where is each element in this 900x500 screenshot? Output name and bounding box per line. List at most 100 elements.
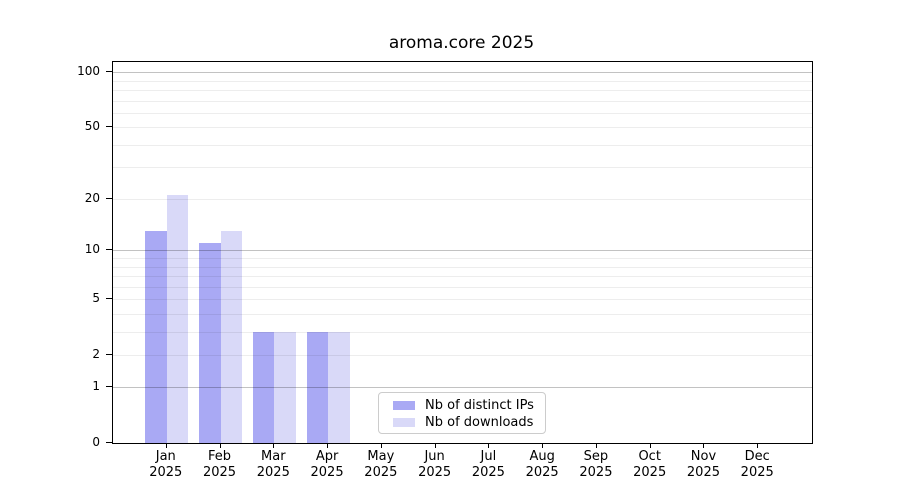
gridline-10	[113, 250, 812, 252]
x-tick-label-apr: Apr 2025	[295, 449, 359, 481]
bar-downloads-feb	[220, 231, 243, 443]
chart-title: aroma.core 2025	[388, 33, 535, 53]
x-tick-label-nov: Nov 2025	[671, 449, 735, 481]
bar-distinct-ips-mar	[252, 331, 275, 443]
bar-downloads-apr	[328, 331, 350, 443]
y-tick-20	[106, 197, 112, 199]
x-tick-apr	[327, 443, 329, 448]
x-tick-year-apr: 2025	[310, 465, 344, 480]
x-tick-sep	[595, 443, 597, 448]
y-tick-label-50: 50	[84, 119, 100, 134]
x-tick-jul	[488, 443, 490, 448]
x-tick-year-may: 2025	[364, 465, 398, 480]
x-tick-year-jul: 2025	[471, 465, 505, 480]
x-tick-label-may: May 2025	[349, 449, 413, 481]
legend-item-distinct-ips: Nb of distinct IPs	[393, 397, 545, 414]
x-tick-year-oct: 2025	[633, 465, 667, 480]
x-tick-month-sep: Sep	[583, 449, 609, 464]
x-tick-label-feb: Feb 2025	[188, 449, 252, 481]
x-tick-year-mar: 2025	[256, 465, 290, 480]
y-tick-0	[106, 442, 112, 443]
x-tick-mar	[273, 443, 275, 448]
y-tick-label-0: 0	[92, 435, 100, 449]
y-tick-100	[106, 71, 112, 73]
x-tick-year-aug: 2025	[525, 465, 559, 480]
x-tick-label-jul: Jul 2025	[456, 449, 520, 481]
x-tick-label-sep: Sep 2025	[564, 449, 628, 481]
gridline-7	[113, 276, 812, 278]
legend-swatch-distinct-ips	[393, 401, 415, 410]
legend-label-downloads: Nb of downloads	[425, 415, 534, 430]
plot-area	[112, 61, 813, 444]
y-tick-label-100: 100	[77, 64, 100, 79]
gridline-9	[113, 258, 812, 260]
x-tick-dec	[757, 443, 759, 448]
x-tick-jun	[434, 443, 436, 448]
legend-item-downloads: Nb of downloads	[393, 414, 545, 431]
x-tick-label-aug: Aug 2025	[510, 449, 574, 481]
gridline-4	[113, 313, 812, 315]
x-tick-year-nov: 2025	[686, 465, 720, 480]
x-tick-year-feb: 2025	[202, 465, 237, 480]
legend-label-distinct-ips: Nb of distinct IPs	[425, 398, 534, 413]
x-tick-aug	[542, 443, 544, 448]
x-tick-year-dec: 2025	[740, 465, 774, 480]
bar-distinct-ips-feb	[199, 243, 221, 443]
y-tick-label-1: 1	[92, 379, 100, 394]
x-tick-month-jul: Jul	[480, 449, 497, 464]
bar-downloads-jan	[166, 194, 189, 443]
x-tick-year-jan: 2025	[149, 465, 183, 480]
gridline-100	[113, 72, 812, 74]
x-tick-oct	[649, 443, 651, 448]
y-tick-50	[106, 126, 112, 128]
x-tick-month-may: May	[367, 449, 395, 464]
x-tick-year-sep: 2025	[579, 465, 613, 480]
x-tick-label-dec: Dec 2025	[725, 449, 789, 481]
legend: Nb of distinct IPs Nb of downloads	[378, 392, 546, 434]
gridline-1	[113, 387, 812, 389]
gridline-5	[113, 299, 812, 301]
x-tick-label-oct: Oct 2025	[618, 449, 682, 481]
gridline-6	[113, 286, 812, 288]
y-tick-label-5: 5	[92, 291, 100, 306]
gridline-3	[113, 331, 812, 333]
gridline-40	[113, 144, 812, 146]
gridline-70	[113, 100, 812, 102]
x-tick-may	[380, 443, 382, 448]
x-tick-month-jan: Jan	[155, 449, 176, 464]
x-tick-label-mar: Mar 2025	[241, 449, 305, 481]
x-tick-label-jun: Jun 2025	[403, 449, 467, 481]
x-tick-nov	[703, 443, 705, 448]
x-tick-month-aug: Aug	[529, 449, 555, 464]
gridline-90	[113, 80, 812, 82]
bar-distinct-ips-jan	[145, 231, 167, 443]
x-tick-month-nov: Nov	[690, 449, 717, 464]
y-tick-label-20: 20	[84, 190, 100, 205]
bar-downloads-mar	[274, 331, 296, 443]
gridline-20	[113, 198, 812, 200]
x-tick-label-jan: Jan 2025	[134, 449, 198, 481]
legend-swatch-downloads	[393, 418, 415, 427]
x-tick-month-jun: Jun	[424, 449, 445, 464]
gridline-60	[113, 112, 812, 114]
gridline-30	[113, 167, 812, 169]
x-tick-feb	[219, 443, 221, 448]
y-tick-label-10: 10	[84, 242, 100, 257]
y-tick-label-2: 2	[92, 346, 100, 361]
x-tick-month-oct: Oct	[638, 449, 661, 464]
x-tick-month-feb: Feb	[208, 449, 232, 464]
x-tick-month-dec: Dec	[744, 449, 770, 464]
gridline-80	[113, 90, 812, 92]
y-tick-10	[106, 249, 112, 251]
gridline-50	[113, 127, 812, 129]
y-tick-1	[106, 386, 112, 388]
gridline-8	[113, 266, 812, 268]
x-tick-year-jun: 2025	[418, 465, 452, 480]
x-tick-jan	[165, 443, 167, 448]
x-tick-month-apr: Apr	[315, 449, 339, 464]
gridline-2	[113, 354, 812, 356]
bar-distinct-ips-apr	[306, 331, 329, 443]
y-tick-2	[106, 353, 112, 355]
x-tick-month-mar: Mar	[261, 449, 286, 464]
